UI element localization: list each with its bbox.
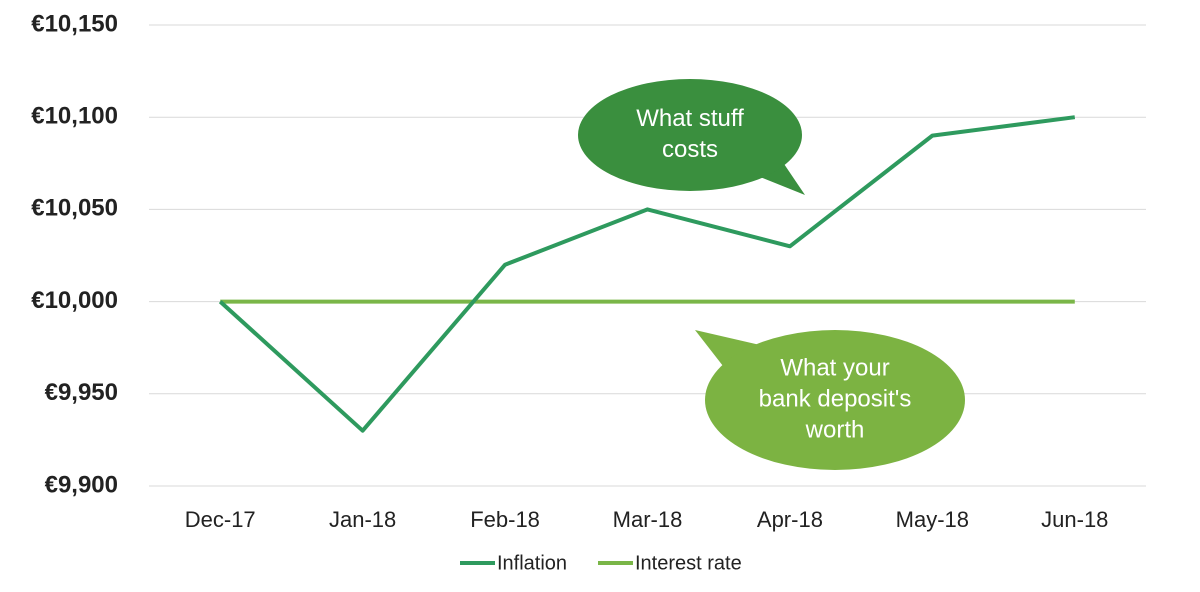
x-tick-label: May-18	[896, 507, 969, 532]
y-tick-label: €10,100	[31, 103, 118, 130]
x-tick-label: Feb-18	[470, 507, 540, 532]
legend-label: Interest rate	[635, 552, 742, 574]
x-tick-label: Mar-18	[613, 507, 683, 532]
annotation-text: What stuff	[636, 105, 744, 132]
annotation-text: costs	[662, 136, 718, 163]
legend-label: Inflation	[497, 552, 567, 574]
x-tick-label: Apr-18	[757, 507, 823, 532]
y-tick-label: €10,000	[31, 287, 118, 314]
annotation-text: bank deposit's	[759, 385, 912, 412]
x-tick-label: Jun-18	[1041, 507, 1108, 532]
data-line	[218, 115, 1076, 433]
x-tick-label: Jan-18	[329, 507, 396, 532]
y-tick-label: €10,150	[31, 10, 118, 37]
x-tick-label: Dec-17	[185, 507, 256, 532]
annotation-text: worth	[805, 416, 865, 443]
y-tick-label: €9,900	[45, 471, 118, 498]
annotation-text: What your	[780, 354, 889, 381]
y-tick-label: €10,050	[31, 195, 118, 222]
callout-tail	[695, 330, 760, 375]
callout-bubble	[578, 79, 802, 191]
callout-bubble	[705, 330, 965, 470]
y-tick-label: €9,950	[45, 379, 118, 406]
